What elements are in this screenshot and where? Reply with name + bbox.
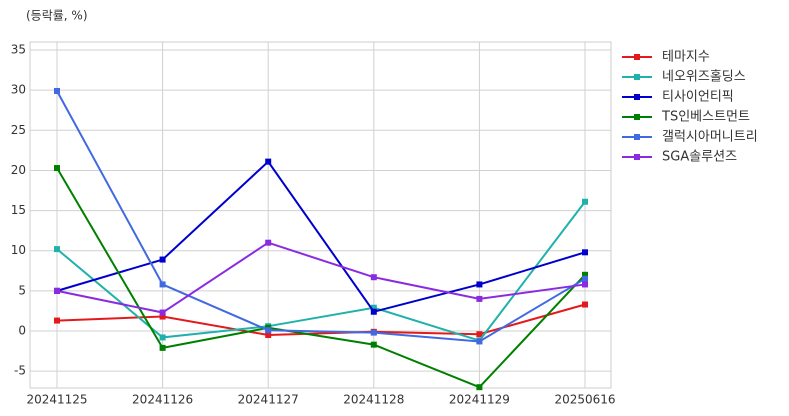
point [54, 87, 60, 94]
point [159, 281, 166, 288]
point [54, 287, 60, 294]
point [54, 317, 60, 324]
point [159, 313, 166, 320]
y-tick-label: 20 [11, 163, 26, 177]
point [54, 165, 60, 172]
y-tick-label: 30 [11, 83, 26, 97]
series-line [56, 201, 586, 342]
point [265, 332, 272, 339]
legend-label: 네오위즈홀딩스 [662, 70, 746, 85]
legend-marker [634, 154, 640, 160]
point [265, 158, 272, 165]
x-tick-label: 20241126 [132, 393, 193, 407]
legend-label: 티사이언티픽 [662, 90, 734, 105]
point [265, 239, 272, 246]
point [370, 329, 377, 336]
point [159, 256, 166, 263]
point [370, 304, 377, 311]
point [582, 275, 588, 282]
point [582, 281, 588, 288]
point [476, 295, 483, 302]
x-tick-label: 20241129 [449, 393, 510, 407]
series-line [56, 160, 586, 313]
y-tick-label: 10 [11, 243, 26, 257]
point [370, 341, 377, 348]
legend-marker [634, 94, 640, 100]
point [582, 271, 588, 278]
y-tick-label: 25 [11, 123, 26, 137]
y-axis-label: (등락률, %) [26, 9, 88, 23]
legend-marker [634, 134, 640, 140]
legend-marker [634, 114, 640, 120]
point [476, 384, 483, 391]
point [370, 308, 377, 315]
point [582, 249, 588, 256]
y-tick-label: 35 [11, 43, 26, 57]
y-tick-label: -5 [14, 364, 26, 378]
legend-marker [634, 74, 640, 80]
point [582, 301, 588, 308]
legend-marker [634, 54, 640, 60]
point [265, 327, 272, 334]
point [370, 274, 377, 281]
point [476, 281, 483, 288]
point [476, 338, 483, 345]
y-tick-label: 5 [18, 283, 26, 297]
y-tick-label: 0 [18, 324, 26, 338]
series-line [56, 167, 586, 389]
legend-label: 테마지수 [662, 50, 710, 65]
point [582, 198, 588, 205]
x-tick-label: 20241128 [343, 393, 404, 407]
x-tick-label: 20250616 [554, 393, 615, 407]
y-tick-label: 15 [11, 203, 26, 217]
series-line [56, 241, 586, 314]
point [476, 331, 483, 338]
point [159, 344, 166, 351]
x-tick-label: 20241127 [238, 393, 299, 407]
point [54, 246, 60, 253]
legend-label: 갤럭시아머니트리 [662, 130, 758, 145]
x-tick-label: 20241125 [26, 393, 87, 407]
point [159, 334, 166, 341]
series-line [56, 90, 586, 343]
legend-label: TS인베스트먼트 [661, 110, 750, 125]
plot-area [29, 41, 612, 389]
point [159, 309, 166, 316]
legend-label: SGA솔루션즈 [662, 150, 737, 165]
